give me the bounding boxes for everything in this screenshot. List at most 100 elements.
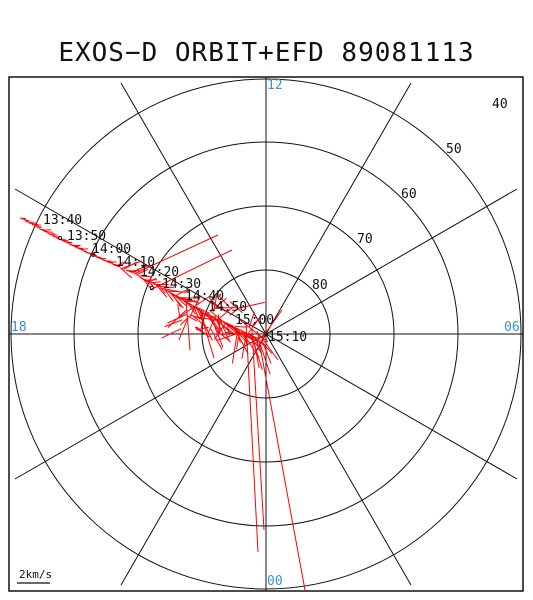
efd-vector (216, 306, 234, 321)
time-label-1340: 13:40 (43, 213, 82, 228)
efd-vector (158, 285, 174, 288)
efd-vector (207, 315, 217, 335)
efd-vector (178, 297, 197, 299)
efd-vector (167, 313, 188, 324)
efd-vector (251, 335, 263, 370)
efd-vector (257, 334, 306, 591)
efd-vector (191, 314, 204, 325)
time-label-1410: 14:10 (116, 255, 155, 270)
efd-vector (119, 267, 133, 279)
efd-vector (245, 321, 259, 553)
mlt-label-06: 06 (504, 320, 520, 335)
efd-vector (207, 300, 226, 312)
efd-vector (156, 285, 168, 298)
efd-vector (258, 338, 271, 375)
efd-vector (231, 329, 239, 364)
plot-title: EXOS−D ORBIT+EFD 89081113 (58, 38, 475, 68)
efd-vector (166, 290, 189, 293)
efd-vector (30, 222, 38, 225)
efd-vector (73, 245, 80, 248)
time-label-1420: 14:20 (140, 265, 179, 280)
efd-vector (159, 286, 166, 294)
efd-vector (89, 252, 96, 255)
efd-vector (185, 299, 191, 351)
efd-vector (147, 280, 154, 287)
efd-vector (132, 267, 141, 274)
latitude-label-70: 70 (357, 232, 373, 247)
orbit-time-tick (91, 253, 95, 257)
efd-vector (33, 224, 41, 227)
latitude-label-50: 50 (446, 142, 462, 157)
efd-vector (234, 325, 248, 328)
efd-vector (193, 315, 220, 322)
efd-vector (248, 311, 255, 327)
time-label-1350: 13:50 (67, 229, 106, 244)
efd-vector (142, 278, 151, 289)
efd-vector (218, 314, 220, 333)
efd-vector (229, 306, 241, 316)
efd-vector (80, 248, 88, 251)
efd-vector (213, 322, 227, 340)
efd-vector (239, 319, 269, 343)
efd-vector (175, 288, 189, 297)
efd-vector (137, 275, 153, 278)
efd-vector (66, 241, 73, 244)
efd-vector (194, 305, 211, 315)
mlt-label-12: 12 (267, 78, 283, 93)
efd-vector (213, 290, 219, 312)
efd-vector (178, 317, 189, 341)
efd-vector (137, 234, 219, 273)
efd-vector (173, 294, 188, 307)
efd-vector (151, 281, 161, 284)
efd-vector (223, 321, 240, 336)
time-label-1510: 15:10 (268, 330, 307, 345)
efd-vector (161, 328, 182, 339)
efd-vector (104, 260, 112, 262)
time-label-1450: 14:50 (208, 300, 247, 315)
time-label-1400: 14:00 (92, 242, 131, 257)
efd-vector (37, 226, 42, 229)
efd-vector (179, 318, 188, 326)
mlt-label-00: 00 (267, 574, 283, 589)
efd-vector (209, 314, 224, 348)
efd-vector (199, 311, 215, 318)
efd-vector (123, 261, 137, 270)
scale-bar: 2km/s (17, 568, 52, 584)
efd-vector (261, 309, 283, 339)
efd-vector (177, 304, 181, 319)
efd-vector (241, 301, 265, 308)
efd-vector (171, 293, 182, 308)
time-label-1440: 14:40 (185, 289, 224, 304)
efd-vector (164, 319, 183, 328)
efd-vector (177, 295, 211, 319)
polar-grid (9, 77, 523, 591)
efd-vector (23, 219, 30, 221)
efd-vector (229, 301, 243, 314)
efd-vector (251, 329, 265, 531)
efd-vector (225, 331, 240, 335)
efd-vector (135, 269, 149, 276)
efd-vector (42, 229, 52, 231)
efd-vector (233, 327, 249, 355)
efd-vector (256, 338, 260, 351)
efd-vector (149, 277, 157, 283)
efd-vector (252, 336, 260, 368)
efd-vector (194, 326, 205, 334)
efd-vector (210, 328, 223, 350)
efd-vector (201, 317, 215, 359)
plot-frame (8, 76, 524, 592)
latitude-label-80: 80 (312, 278, 328, 293)
efd-vector (186, 315, 197, 322)
efd-vector (209, 310, 223, 322)
efd-vector (195, 307, 213, 341)
efd-vector (164, 289, 174, 302)
efd-vector (195, 326, 209, 331)
efd-vector (216, 318, 234, 327)
efd-vector (228, 324, 260, 340)
meridian-10-22 (14, 188, 518, 480)
latitude-label-60: 60 (401, 187, 417, 202)
efd-vector (241, 333, 247, 359)
efd-vector (261, 340, 272, 364)
efd-vector (182, 299, 198, 302)
